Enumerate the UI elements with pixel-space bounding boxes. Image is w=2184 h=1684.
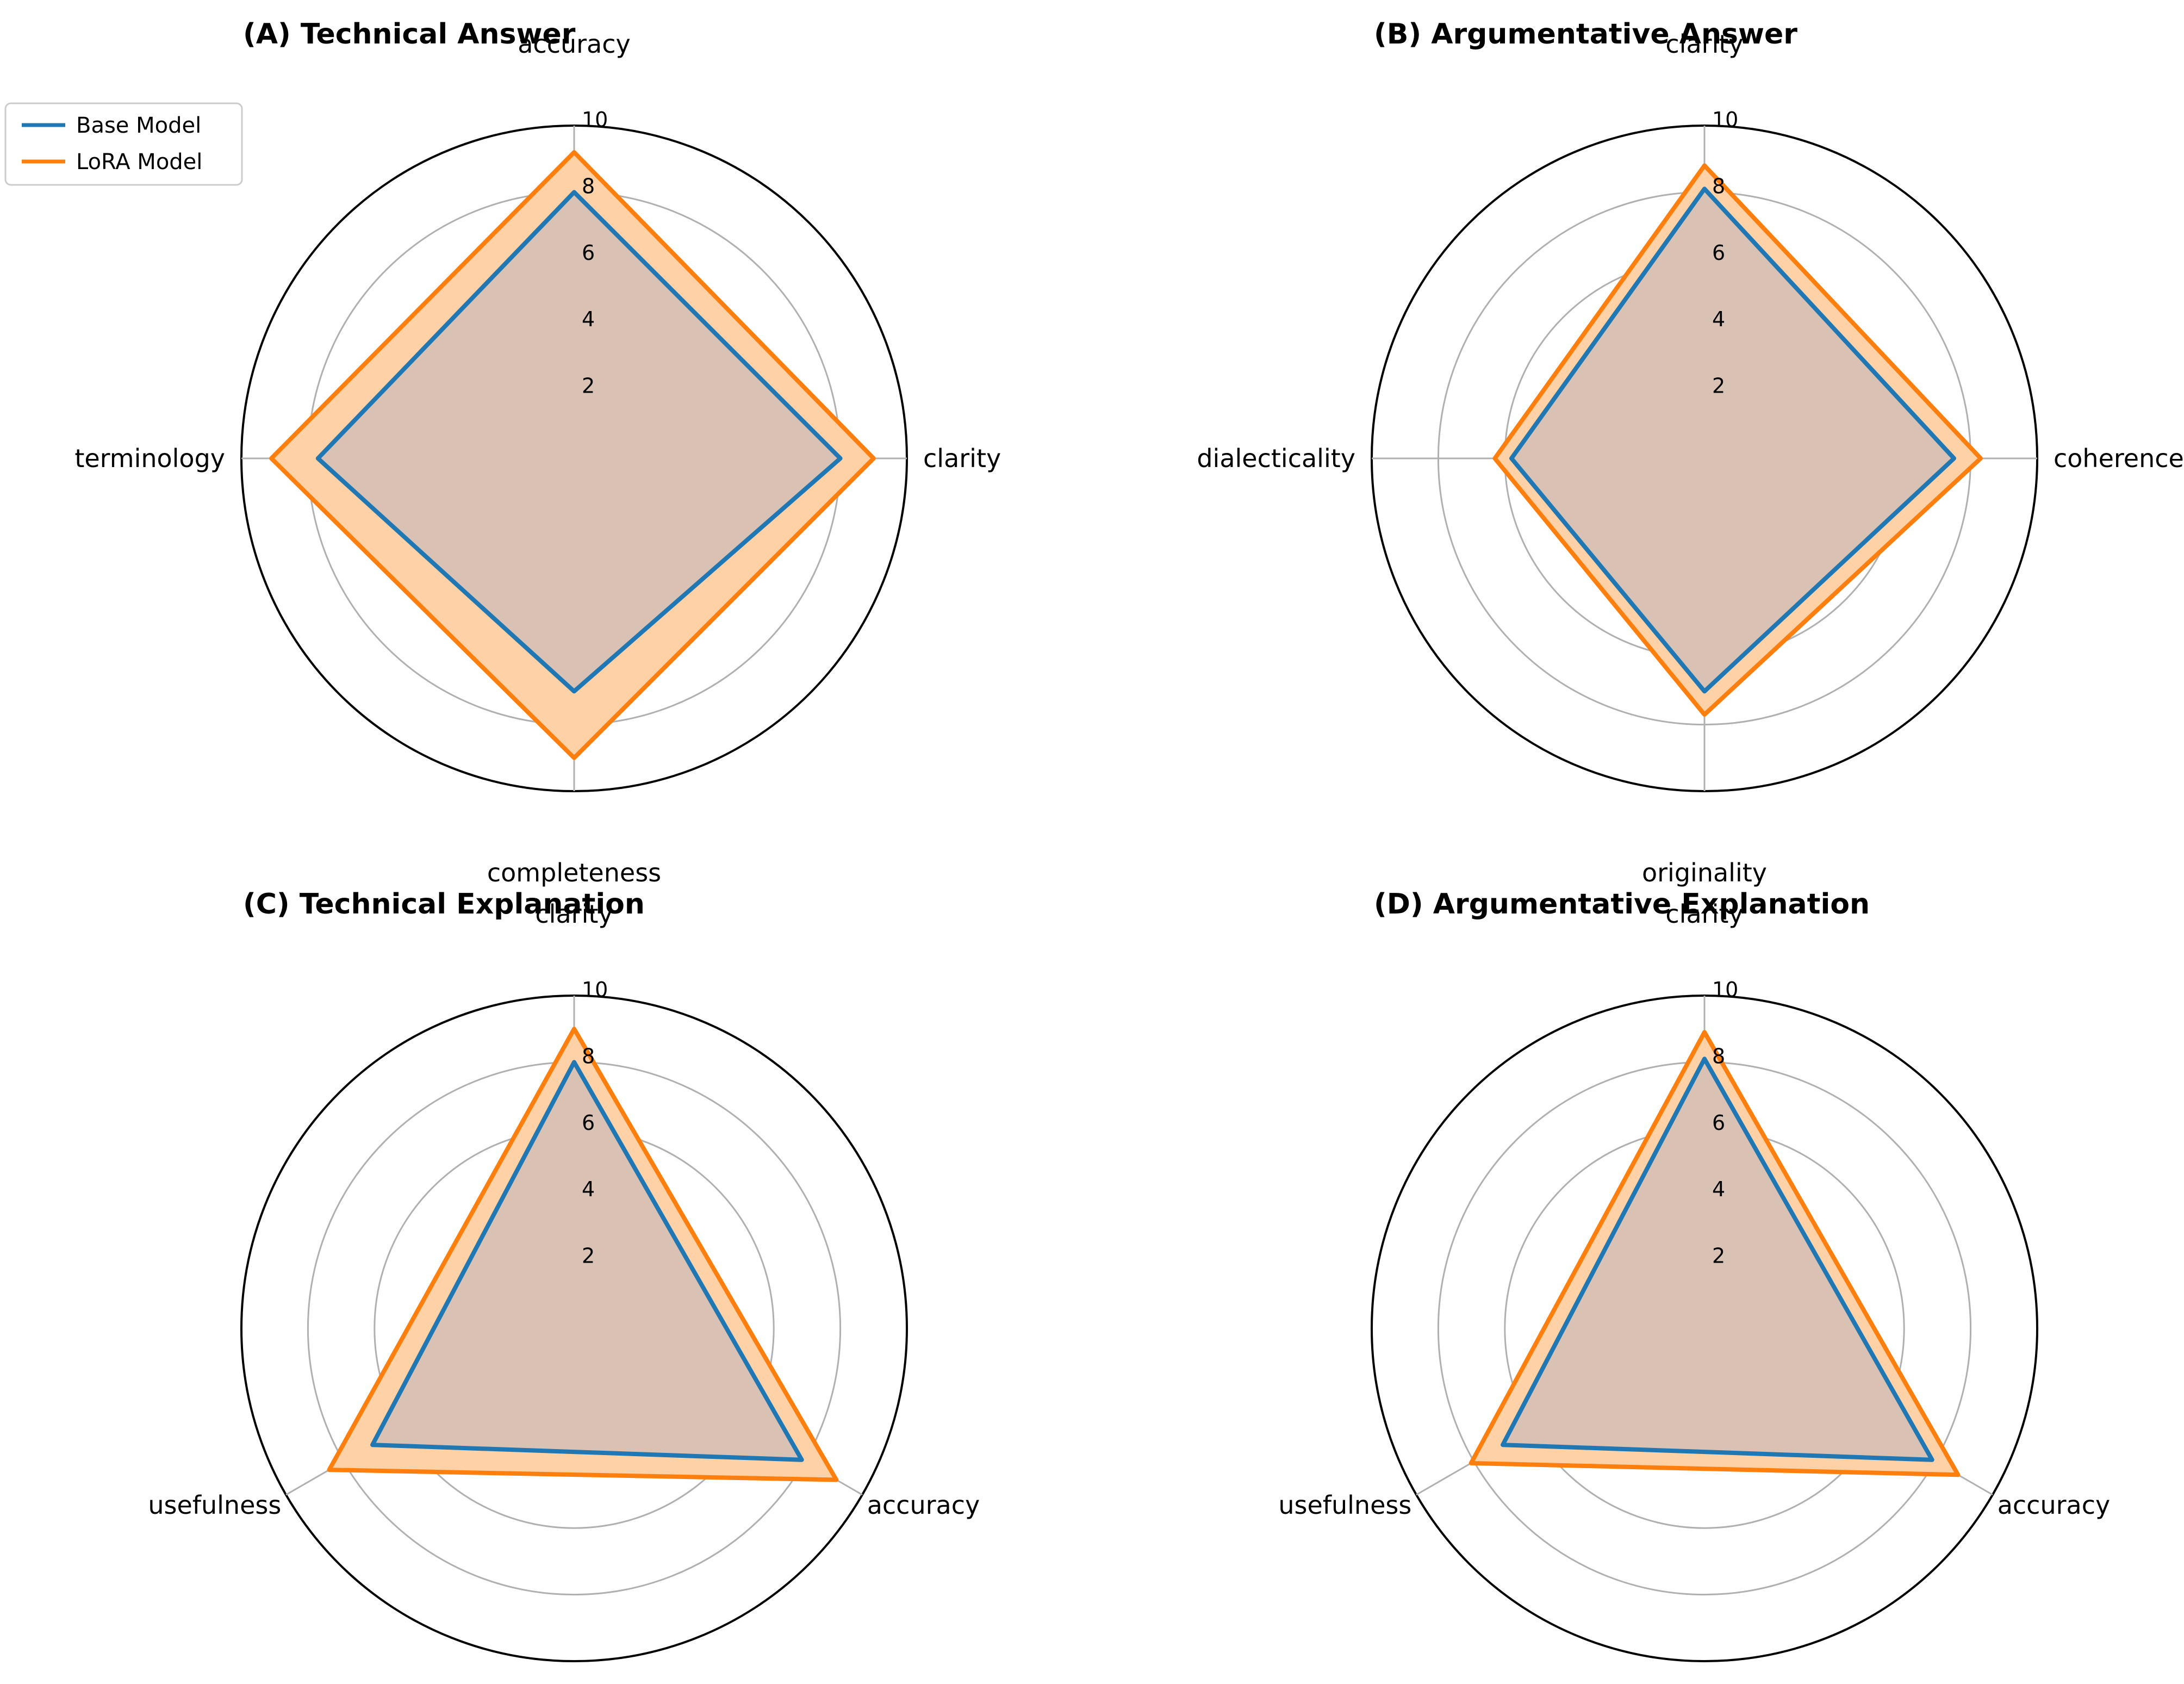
axis-label-clarity: clarity: [1665, 29, 1743, 59]
radial-tick-label: 8: [1712, 174, 1725, 198]
axis-label-clarity: clarity: [1665, 899, 1743, 929]
radial-tick-label: 6: [1712, 241, 1725, 265]
series-area-base-model: [372, 1062, 802, 1460]
axis-label-accuracy: accuracy: [1998, 1490, 2111, 1520]
radial-tick-label: 10: [582, 108, 608, 132]
legend-label-base-model: Base Model: [76, 113, 201, 138]
radar-panels: (A) Technical Answer 2 4 6 8 10 accuracy clarit…: [74, 18, 2184, 1662]
radial-tick-label: 4: [1712, 307, 1725, 331]
series-line-lora-model: [327, 1027, 839, 1482]
radial-tick-label: 2: [582, 374, 595, 398]
axis-label-terminology: terminology: [74, 444, 225, 473]
axis-label-clarity: clarity: [923, 444, 1001, 473]
axis-label-completeness: completeness: [487, 858, 661, 887]
series-line-base-model: [315, 190, 843, 694]
radial-tick-label: 6: [582, 1111, 595, 1135]
radial-tick-label: 10: [582, 978, 608, 1002]
panel-title: (B) Argumentative Answer: [1374, 18, 1797, 51]
series-line-lora-model: [269, 150, 876, 760]
radial-tick-label: 6: [1712, 1111, 1725, 1135]
radial-tick-label: 4: [1712, 1177, 1725, 1201]
radial-tick-label: 4: [582, 1177, 595, 1201]
legend: Base Model LoRA Model: [4, 102, 243, 186]
radar-panel-c: (C) Technical Explanation 2 4 6 8 10 clarity ac…: [148, 888, 980, 1662]
panel-title: (C) Technical Explanation: [243, 888, 645, 921]
radar-panel-d: (D) Argumentative Explanation 2 4 6 8 10 clari…: [1278, 888, 2111, 1662]
radial-tick-label: 10: [1712, 108, 1738, 132]
axis-label-coherence: coherence: [2054, 444, 2184, 473]
series-line-base-model: [370, 1060, 804, 1462]
radial-tick-label: 6: [582, 241, 595, 265]
panel-title: (A) Technical Answer: [243, 18, 576, 51]
panel-title: (D) Argumentative Explanation: [1374, 888, 1870, 921]
radial-tick-label: 2: [1712, 374, 1725, 398]
series-area-base-model: [318, 192, 841, 692]
series-area-base-model: [1503, 1059, 1932, 1460]
radial-tick-label: 8: [582, 174, 595, 198]
radar-panel-a: (A) Technical Answer 2 4 6 8 10 accuracy clarit…: [74, 18, 1001, 887]
radial-tick-label: 2: [1712, 1244, 1725, 1268]
axis-label-clarity: clarity: [535, 899, 613, 929]
axis-label-usefulness: usefulness: [148, 1490, 281, 1520]
series-line-base-model: [1501, 1057, 1934, 1462]
axis-label-dialecticality: dialecticality: [1197, 444, 1355, 473]
radial-tick-label: 2: [582, 1244, 595, 1268]
axis-label-originality: originality: [1642, 858, 1767, 887]
legend-label-lora-model: LoRA Model: [76, 150, 202, 175]
axis-label-usefulness: usefulness: [1278, 1490, 1411, 1520]
axis-label-accuracy: accuracy: [867, 1490, 980, 1520]
radial-tick-label: 4: [582, 307, 595, 331]
radial-tick-label: 8: [1712, 1044, 1725, 1068]
series-line-base-model: [1509, 187, 1956, 694]
axis-label-accuracy: accuracy: [518, 29, 631, 59]
series-area-base-model: [1511, 189, 1954, 692]
series-line-lora-model: [1492, 163, 1983, 717]
series-line-lora-model: [1469, 1030, 1961, 1477]
radar-panel-b: (B) Argumentative Answer 2 4 6 8 10 clarity coh…: [1197, 18, 2184, 887]
radial-tick-label: 10: [1712, 978, 1738, 1002]
radial-tick-label: 8: [582, 1044, 595, 1068]
